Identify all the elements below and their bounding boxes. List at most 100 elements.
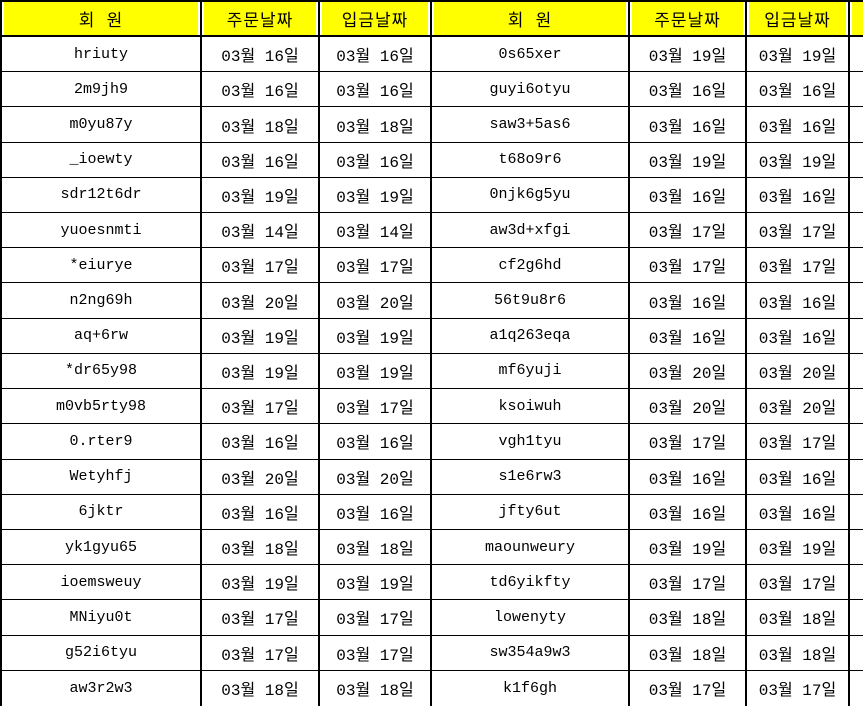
deposit-date-cell[interactable]: 03월 18일 [320, 529, 432, 566]
order-date-cell[interactable]: 03월 17일 [630, 248, 747, 284]
deposit-date-cell[interactable]: 03월 19일 [747, 529, 850, 566]
member-cell[interactable]: 0s65xer [432, 37, 630, 73]
order-date-cell[interactable]: 03월 18일 [202, 529, 320, 566]
member-cell[interactable]: jfty6ut [432, 494, 630, 530]
deposit-date-cell[interactable]: 03월 19일 [320, 353, 432, 390]
header-cell-deposit-date-left[interactable]: 입금날짜 [320, 2, 432, 37]
deposit-date-cell[interactable]: 03월 18일 [320, 670, 432, 706]
order-date-cell[interactable]: 03월 16일 [630, 177, 747, 214]
deposit-date-cell[interactable]: 03월 19일 [320, 565, 432, 601]
member-cell[interactable]: m0vb5rty98 [2, 389, 202, 425]
member-cell[interactable]: ioemsweuy [2, 565, 202, 601]
order-date-cell[interactable]: 03월 17일 [630, 670, 747, 706]
member-cell[interactable]: saw3+5as6 [432, 107, 630, 143]
order-date-cell[interactable]: 03월 20일 [630, 353, 747, 390]
order-date-cell[interactable]: 03월 16일 [630, 318, 747, 354]
order-date-cell[interactable]: 03월 19일 [630, 529, 747, 566]
header-cell-member-left[interactable]: 회 원 [2, 2, 202, 37]
deposit-date-cell[interactable]: 03월 17일 [320, 600, 432, 636]
deposit-date-cell[interactable]: 03월 17일 [747, 248, 850, 284]
deposit-date-cell[interactable]: 03월 18일 [320, 107, 432, 143]
member-cell[interactable]: yuoesnmti [2, 213, 202, 249]
order-date-cell[interactable]: 03월 17일 [630, 213, 747, 249]
deposit-date-cell[interactable]: 03월 18일 [747, 635, 850, 671]
member-cell[interactable]: Wetyhfj [2, 459, 202, 495]
order-date-cell[interactable]: 03월 16일 [630, 107, 747, 143]
deposit-date-cell[interactable]: 03월 17일 [747, 424, 850, 460]
member-cell[interactable]: ksoiwuh [432, 389, 630, 425]
member-cell[interactable]: sw354a9w3 [432, 635, 630, 671]
member-cell[interactable]: 56t9u8r6 [432, 283, 630, 319]
deposit-date-cell[interactable]: 03월 17일 [747, 213, 850, 249]
order-date-cell[interactable]: 03월 17일 [202, 248, 320, 284]
deposit-date-cell[interactable]: 03월 16일 [320, 72, 432, 108]
member-cell[interactable]: 0njk6g5yu [432, 177, 630, 214]
member-cell[interactable]: g52i6tyu [2, 635, 202, 671]
member-cell[interactable]: m0yu87y [2, 107, 202, 143]
deposit-date-cell[interactable]: 03월 16일 [747, 177, 850, 214]
order-date-cell[interactable]: 03월 17일 [202, 635, 320, 671]
member-cell[interactable]: yk1gyu65 [2, 529, 202, 566]
header-cell-deposit-date-right[interactable]: 입금날짜 [747, 2, 850, 37]
member-cell[interactable]: aq+6rw [2, 318, 202, 354]
deposit-date-cell[interactable]: 03월 14일 [320, 213, 432, 249]
order-date-cell[interactable]: 03월 20일 [202, 459, 320, 495]
order-date-cell[interactable]: 03월 17일 [630, 424, 747, 460]
deposit-date-cell[interactable]: 03월 16일 [747, 107, 850, 143]
member-cell[interactable]: cf2g6hd [432, 248, 630, 284]
deposit-date-cell[interactable]: 03월 20일 [747, 389, 850, 425]
order-date-cell[interactable]: 03월 18일 [630, 635, 747, 671]
order-date-cell[interactable]: 03월 18일 [630, 600, 747, 636]
order-date-cell[interactable]: 03월 19일 [202, 177, 320, 214]
order-date-cell[interactable]: 03월 19일 [202, 318, 320, 354]
order-date-cell[interactable]: 03월 20일 [202, 283, 320, 319]
deposit-date-cell[interactable]: 03월 19일 [320, 177, 432, 214]
member-cell[interactable]: guyi6otyu [432, 72, 630, 108]
deposit-date-cell[interactable]: 03월 17일 [747, 670, 850, 706]
deposit-date-cell[interactable]: 03월 18일 [747, 600, 850, 636]
deposit-date-cell[interactable]: 03월 19일 [320, 318, 432, 354]
deposit-date-cell[interactable]: 03월 16일 [320, 142, 432, 178]
order-date-cell[interactable]: 03월 16일 [630, 459, 747, 495]
order-date-cell[interactable]: 03월 19일 [202, 353, 320, 390]
order-date-cell[interactable]: 03월 16일 [202, 494, 320, 530]
deposit-date-cell[interactable]: 03월 20일 [320, 459, 432, 495]
header-cell-member-right[interactable]: 회 원 [432, 2, 630, 37]
order-date-cell[interactable]: 03월 17일 [202, 600, 320, 636]
order-date-cell[interactable]: 03월 16일 [630, 283, 747, 319]
deposit-date-cell[interactable]: 03월 19일 [747, 142, 850, 178]
deposit-date-cell[interactable]: 03월 17일 [747, 565, 850, 601]
member-cell[interactable]: hriuty [2, 37, 202, 73]
member-cell[interactable]: *dr65y98 [2, 353, 202, 390]
member-cell[interactable]: 0.rter9 [2, 424, 202, 460]
order-date-cell[interactable]: 03월 20일 [630, 389, 747, 425]
order-date-cell[interactable]: 03월 14일 [202, 213, 320, 249]
member-cell[interactable]: maounweury [432, 529, 630, 566]
deposit-date-cell[interactable]: 03월 20일 [320, 283, 432, 319]
header-cell-order-date-left[interactable]: 주문날짜 [202, 2, 320, 37]
member-cell[interactable]: lowenyty [432, 600, 630, 636]
member-cell[interactable]: a1q263eqa [432, 318, 630, 354]
deposit-date-cell[interactable]: 03월 20일 [747, 353, 850, 390]
deposit-date-cell[interactable]: 03월 16일 [320, 494, 432, 530]
member-cell[interactable]: aw3r2w3 [2, 670, 202, 706]
order-date-cell[interactable]: 03월 18일 [202, 107, 320, 143]
order-date-cell[interactable]: 03월 19일 [202, 565, 320, 601]
member-cell[interactable]: td6yikfty [432, 565, 630, 601]
order-date-cell[interactable]: 03월 16일 [202, 424, 320, 460]
order-date-cell[interactable]: 03월 16일 [202, 37, 320, 73]
member-cell[interactable]: sdr12t6dr [2, 177, 202, 214]
member-cell[interactable]: t68o9r6 [432, 142, 630, 178]
member-cell[interactable]: aw3d+xfgi [432, 213, 630, 249]
order-date-cell[interactable]: 03월 16일 [630, 72, 747, 108]
deposit-date-cell[interactable]: 03월 16일 [747, 494, 850, 530]
member-cell[interactable]: n2ng69h [2, 283, 202, 319]
member-cell[interactable]: k1f6gh [432, 670, 630, 706]
order-date-cell[interactable]: 03월 19일 [630, 37, 747, 73]
order-date-cell[interactable]: 03월 16일 [630, 494, 747, 530]
member-cell[interactable]: *eiurye [2, 248, 202, 284]
order-date-cell[interactable]: 03월 18일 [202, 670, 320, 706]
deposit-date-cell[interactable]: 03월 16일 [747, 459, 850, 495]
order-date-cell[interactable]: 03월 16일 [202, 142, 320, 178]
order-date-cell[interactable]: 03월 17일 [202, 389, 320, 425]
